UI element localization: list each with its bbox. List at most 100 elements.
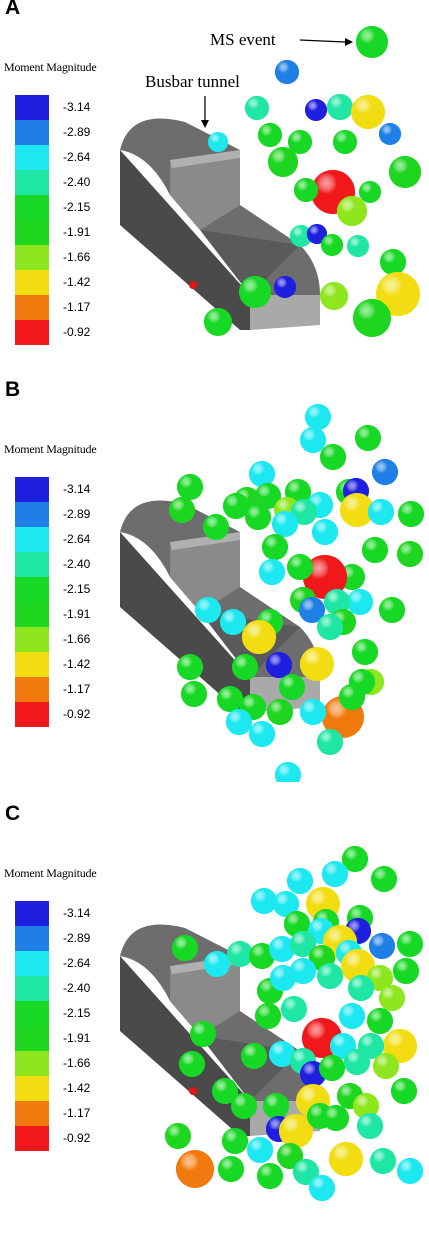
- ms-event-sphere: [327, 94, 353, 120]
- legend-swatch: [15, 170, 49, 195]
- legend-label: -2.15: [63, 200, 91, 214]
- ms-event-sphere: [309, 1175, 335, 1201]
- legend-row: -0.92: [15, 702, 105, 727]
- ms-event-sphere: [321, 234, 343, 256]
- ms-event-sphere: [242, 620, 276, 654]
- ms-event-sphere: [373, 1053, 399, 1079]
- ms-event-sphere: [320, 282, 348, 310]
- ms-event-sphere: [305, 99, 327, 121]
- ms-event-sphere: [274, 276, 296, 298]
- ms-event-sphere: [323, 1105, 349, 1131]
- legend-row: -1.17: [15, 677, 105, 702]
- legend-label: -1.42: [63, 1081, 91, 1095]
- legend-row: -1.42: [15, 270, 105, 295]
- ms-event-sphere: [262, 534, 288, 560]
- busbar-tunnel-model: [120, 118, 320, 330]
- ms-event-sphere: [320, 444, 346, 470]
- ms-event-sphere: [169, 497, 195, 523]
- legend-row: -1.91: [15, 220, 105, 245]
- legend-swatch: [15, 627, 49, 652]
- legend-label: -0.92: [63, 325, 91, 339]
- ms-event-sphere: [245, 96, 269, 120]
- ms-event-sphere: [339, 1003, 365, 1029]
- ms-event-sphere: [391, 1078, 417, 1104]
- ms-event-sphere: [352, 639, 378, 665]
- color-legend: -3.14 -2.89 -2.64 -2.40 -2.15 -1.91 -1.66 -1.42…: [15, 901, 105, 1151]
- ms-event-sphere: [348, 975, 374, 1001]
- ms-event-sphere: [266, 652, 292, 678]
- legend-row: -1.66: [15, 245, 105, 270]
- ms-event-sphere: [389, 156, 421, 188]
- legend-swatch: [15, 677, 49, 702]
- ms-event-sphere: [195, 597, 221, 623]
- legend-swatch: [15, 577, 49, 602]
- ms-event-sphere: [397, 541, 423, 567]
- ms-event-sphere: [203, 514, 229, 540]
- legend-title: Moment Magnitude: [4, 442, 97, 456]
- ms-event-sphere: [362, 537, 388, 563]
- ms-event-sphere: [300, 647, 334, 681]
- legend-row: -3.14: [15, 477, 105, 502]
- ms-event-sphere: [165, 1123, 191, 1149]
- ms-event-sphere: [299, 597, 325, 623]
- busbar-tunnel-label: Busbar tunnel: [145, 72, 240, 91]
- legend-swatch: [15, 1051, 49, 1076]
- ms-event-sphere: [371, 866, 397, 892]
- legend-label: -1.17: [63, 1106, 91, 1120]
- ms-event-sphere: [347, 589, 373, 615]
- ms-event-sphere: [222, 1128, 248, 1154]
- ms-event-sphere: [275, 762, 301, 782]
- panel-c: C Moment Magnitude -3.14 -2.89 -2.64 -2.40-…: [0, 802, 429, 1206]
- ms-event-sphere: [370, 1148, 396, 1174]
- legend-swatch: [15, 652, 49, 677]
- ms-event-sphere: [379, 985, 405, 1011]
- ms-event-sphere: [342, 846, 368, 872]
- ms-event-sphere: [177, 474, 203, 500]
- legend-label: -1.42: [63, 275, 91, 289]
- ms-event-sphere: [172, 935, 198, 961]
- ms-event-sphere: [353, 1093, 379, 1119]
- tunnel-scene: [120, 26, 421, 337]
- legend-label: -3.14: [63, 482, 91, 496]
- legend-swatch: [15, 976, 49, 1001]
- ms-event-sphere: [305, 404, 331, 430]
- ms-event-sphere: [263, 1093, 289, 1119]
- ms-event-sphere: [347, 235, 369, 257]
- ms-event-sphere: [367, 1008, 393, 1034]
- ms-event-sphere: [190, 1021, 216, 1047]
- legend-label: -2.89: [63, 125, 91, 139]
- legend-swatch: [15, 901, 49, 926]
- ms-event-sphere: [294, 178, 318, 202]
- ms-event-sphere: [397, 1158, 423, 1184]
- ms-event-sphere: [245, 504, 271, 530]
- legend-label: -1.66: [63, 632, 91, 646]
- ms-event-sphere: [341, 949, 375, 983]
- ms-event-sphere: [208, 132, 228, 152]
- legend-swatch: [15, 320, 49, 345]
- ms-event-sphere: [218, 1156, 244, 1182]
- ms-event-sphere: [357, 1113, 383, 1139]
- ms-event-sphere: [279, 1114, 313, 1148]
- legend-label: -1.66: [63, 1056, 91, 1070]
- ms-event-sphere: [340, 493, 374, 527]
- legend-row: -1.42: [15, 1076, 105, 1101]
- ms-event-sphere: [337, 196, 367, 226]
- legend-row: -1.91: [15, 602, 105, 627]
- legend-row: -2.40: [15, 170, 105, 195]
- legend-label: -2.64: [63, 150, 91, 164]
- ms-event-sphere: [279, 674, 305, 700]
- legend-label: -1.66: [63, 250, 91, 264]
- ms-event-sphere: [290, 225, 312, 247]
- panel-label-b: B: [5, 378, 21, 401]
- legend-swatch: [15, 1001, 49, 1026]
- legend-label: -0.92: [63, 707, 91, 721]
- legend-row: -1.17: [15, 295, 105, 320]
- ms-event-sphere: [300, 699, 326, 725]
- ms-event-sphere: [344, 1049, 370, 1075]
- ms-event-sphere: [176, 1150, 214, 1188]
- ms-event-sphere: [322, 861, 348, 887]
- legend-row: -2.15: [15, 577, 105, 602]
- legend-row: -2.64: [15, 527, 105, 552]
- legend-row: -2.89: [15, 926, 105, 951]
- ms-event-sphere: [290, 931, 316, 957]
